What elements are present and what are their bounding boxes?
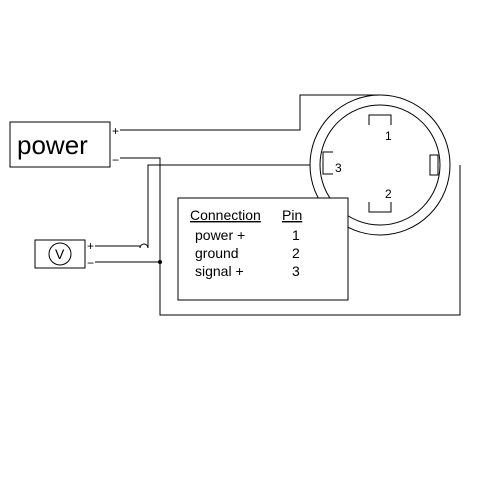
pin-2-label: 2 [385,187,392,201]
table-row: 3 [292,263,300,279]
table-row: ground [195,245,239,261]
connector-tab [430,155,438,175]
table-row: signal + [195,263,244,279]
table-row: power + [195,227,245,243]
power-box: power + − [10,122,119,167]
connection-table: Connection Pin power + 1 ground 2 signal… [178,198,348,300]
voltmeter: V + − [35,239,94,270]
pin-3-label: 3 [335,161,342,175]
power-box-label: power [17,130,88,160]
wiring-diagram: power + − V + − 1 2 3 Connection Pin pow… [0,0,500,500]
table-header-pin: Pin [282,207,302,223]
voltmeter-minus: − [87,256,94,270]
power-minus: − [112,153,119,167]
table-row: 1 [292,227,300,243]
junction-dot [158,260,162,264]
voltmeter-letter: V [55,246,65,262]
power-plus: + [112,124,119,138]
voltmeter-plus: + [87,239,94,253]
table-header-connection: Connection [190,207,261,223]
pin-1-label: 1 [385,129,392,143]
table-row: 2 [292,245,300,261]
